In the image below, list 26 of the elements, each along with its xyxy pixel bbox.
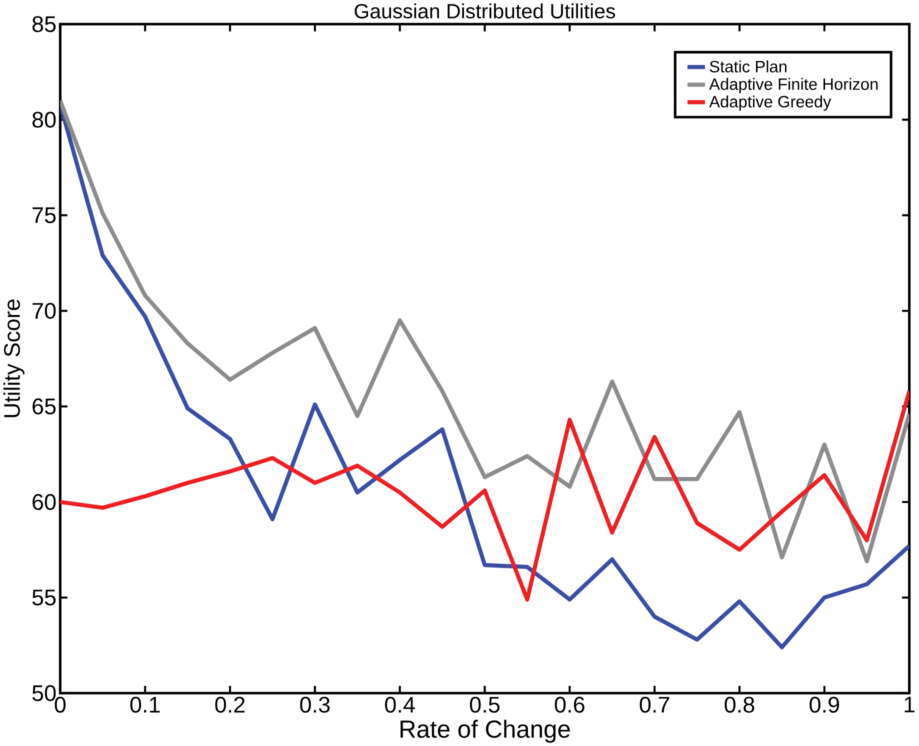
x-tick-label: 0.5	[470, 696, 500, 713]
x-axis-title: Rate of Change	[400, 720, 570, 743]
x-tick-label: 0.4	[385, 696, 415, 713]
x-tick-label: 0.6	[554, 696, 584, 713]
x-tick-label: 0.2	[215, 696, 245, 713]
x-tick-label: 0.1	[130, 696, 160, 713]
y-tick-label: 85	[32, 16, 56, 32]
y-tick-label: 55	[32, 590, 56, 606]
x-tick-label: 0.8	[724, 696, 754, 713]
y-tick-label: 60	[32, 494, 56, 510]
y-axis-title: Utility Score	[3, 299, 24, 418]
y-tick-label: 65	[32, 398, 56, 414]
x-tick-label: 0.7	[640, 696, 670, 713]
legend-label: Adaptive Greedy	[709, 95, 832, 111]
line-series	[60, 389, 910, 602]
y-tick-label: 70	[32, 302, 56, 319]
x-tick-label: 0.9	[810, 696, 840, 713]
x-tick-label: 0.3	[300, 696, 330, 713]
chart-title: Gaussian Distributed Utilities	[354, 3, 616, 18]
x-tick-label: 1	[904, 696, 914, 712]
y-tick-label: 75	[32, 207, 56, 224]
legend-label: Static Plan	[710, 60, 786, 72]
legend-label: Adaptive Finite Horizon	[709, 78, 878, 94]
y-tick-label: 50	[32, 685, 56, 702]
y-tick-label: 80	[32, 112, 56, 128]
x-tick-label: 0	[54, 696, 66, 713]
